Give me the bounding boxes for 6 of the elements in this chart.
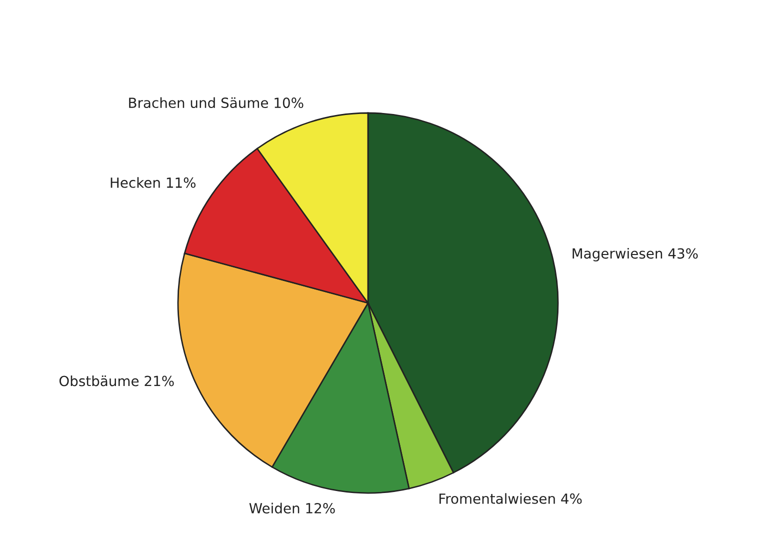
slice-label: Weiden 12% <box>249 502 335 514</box>
slice-label: Obstbäume 21% <box>59 376 174 386</box>
slice-label: Fromentalwiesen 4% <box>439 493 582 504</box>
slice-label: Brachen und Säume 10% <box>129 97 304 108</box>
slice-label: Magerwiesen 43% <box>572 248 698 262</box>
slice-label: Hecken 11% <box>110 177 196 188</box>
